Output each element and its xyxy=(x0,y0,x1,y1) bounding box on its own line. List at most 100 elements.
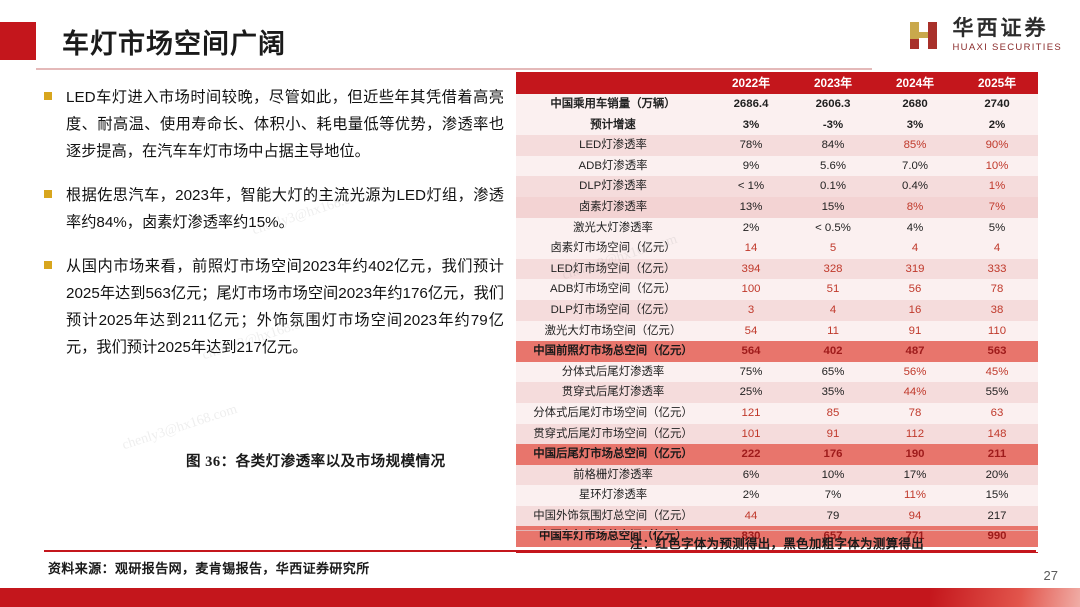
logo-name-en: HUAXI SECURITIES xyxy=(952,41,1062,53)
row-label: 贯穿式后尾灯渗透率 xyxy=(516,382,710,403)
cell-value: 35% xyxy=(792,382,874,403)
cell-value: 6% xyxy=(710,464,792,486)
table-row: 中国后尾灯市场总空间（亿元） 222 176 190 211 xyxy=(516,444,1038,465)
cell-value: 4 xyxy=(874,238,956,259)
cell-value: 56% xyxy=(874,361,956,383)
note-divider-top xyxy=(516,530,1038,531)
table-row: DLP灯市场空间（亿元） 3 4 16 38 xyxy=(516,299,1038,321)
cell-value: 78 xyxy=(874,402,956,424)
cell-value: 65% xyxy=(792,361,874,383)
data-table: 2022年 2023年 2024年 2025年 中国乘用车销量（万辆） 2686.… xyxy=(516,72,1038,548)
cell-value: 394 xyxy=(710,258,792,280)
cell-value: 2% xyxy=(710,217,792,239)
cell-value: 78% xyxy=(710,135,792,156)
square-bullet-icon xyxy=(44,92,52,100)
table-header-row: 2022年 2023年 2024年 2025年 xyxy=(516,72,1038,94)
cell-value: 7.0% xyxy=(874,155,956,177)
cell-value: 85 xyxy=(792,402,874,424)
row-label: 分体式后尾灯市场空间（亿元） xyxy=(516,402,710,424)
table-body: 中国乘用车销量（万辆） 2686.4 2606.3 2680 2740 预计增速 3% -3%… xyxy=(516,94,1038,548)
cell-value: 487 xyxy=(874,341,956,362)
table-row: 贯穿式后尾灯市场空间（亿元） 101 91 112 148 xyxy=(516,423,1038,445)
cell-value: 11 xyxy=(792,320,874,342)
table-row: 星环灯渗透率 2% 7% 11% 15% xyxy=(516,485,1038,506)
cell-value: 211 xyxy=(956,444,1038,465)
cell-value: 771 xyxy=(874,526,956,548)
row-label: DLP灯渗透率 xyxy=(516,176,710,197)
cell-value: 91 xyxy=(874,320,956,342)
bullet-text: LED车灯进入市场时间较晚，尽管如此，但近些年其凭借着高亮度、耐高温、使用寿命长… xyxy=(66,89,504,161)
cell-value: 563 xyxy=(956,341,1038,362)
title-accent-bar xyxy=(0,22,36,60)
cell-value: 78 xyxy=(956,279,1038,300)
cell-value: 7% xyxy=(956,196,1038,218)
cell-value: 0.1% xyxy=(792,176,874,197)
cell-value: 13% xyxy=(710,196,792,218)
cell-value: 101 xyxy=(710,423,792,445)
cell-value: 3% xyxy=(874,114,956,136)
table-row: 中国外饰氛围灯总空间（亿元） 44 79 94 217 xyxy=(516,505,1038,527)
table-row: 激光大灯市场空间（亿元） 54 11 91 110 xyxy=(516,320,1038,342)
cell-value: 15% xyxy=(956,485,1038,506)
table-row: 分体式后尾灯市场空间（亿元） 121 85 78 63 xyxy=(516,402,1038,424)
cell-value: 3 xyxy=(710,299,792,321)
bullet-text: 根据佐思汽车，2023年，智能大灯的主流光源为LED灯组，渗透率约84%，卤素灯… xyxy=(66,187,504,232)
cell-value: 2% xyxy=(956,114,1038,136)
row-label: 中国后尾灯市场总空间（亿元） xyxy=(516,444,710,465)
cell-value: 17% xyxy=(874,464,956,486)
table-row: 前格栅灯渗透率 6% 10% 17% 20% xyxy=(516,464,1038,486)
cell-value: 25% xyxy=(710,382,792,403)
list-item: 根据佐思汽车，2023年，智能大灯的主流光源为LED灯组，渗透率约84%，卤素灯… xyxy=(44,182,504,236)
table-row: 预计增速 3% -3% 3% 2% xyxy=(516,114,1038,136)
col-header-2025: 2025年 xyxy=(956,72,1038,94)
cell-value: 830 xyxy=(710,526,792,548)
table-row: 激光大灯渗透率 2% < 0.5% 4% 5% xyxy=(516,217,1038,239)
col-header-2024: 2024年 xyxy=(874,72,956,94)
list-item: 从国内市场来看，前照灯市场空间2023年约402亿元，我们预计2025年达到56… xyxy=(44,253,504,361)
note-divider-bottom xyxy=(516,552,1038,553)
cell-value: 56 xyxy=(874,279,956,300)
row-label: 贯穿式后尾灯市场空间（亿元） xyxy=(516,423,710,445)
table-row: 卤素灯市场空间（亿元） 14 5 4 4 xyxy=(516,238,1038,259)
table-row: ADB灯渗透率 9% 5.6% 7.0% 10% xyxy=(516,155,1038,177)
table-header: 2022年 2023年 2024年 2025年 xyxy=(516,72,1038,94)
page-title: 车灯市场空间广阔 xyxy=(62,29,286,59)
watermark: chenly3@hx168.com xyxy=(120,401,240,454)
cell-value: 657 xyxy=(792,526,874,548)
bullet-text: 从国内市场来看，前照灯市场空间2023年约402亿元，我们预计2025年达到56… xyxy=(66,258,504,357)
row-label: 激光大灯渗透率 xyxy=(516,217,710,239)
table-row: LED灯市场空间（亿元） 394 328 319 333 xyxy=(516,258,1038,280)
cell-value: 9% xyxy=(710,155,792,177)
cell-value: 7% xyxy=(792,485,874,506)
cell-value: 8% xyxy=(874,196,956,218)
row-label: 中国车灯市场总空间（亿元） xyxy=(516,526,710,548)
cell-value: 91 xyxy=(792,423,874,445)
cell-value: 176 xyxy=(792,444,874,465)
row-label: 激光大灯市场空间（亿元） xyxy=(516,320,710,342)
row-label: LED灯市场空间（亿元） xyxy=(516,258,710,280)
cell-value: 112 xyxy=(874,423,956,445)
cell-value: 2740 xyxy=(956,94,1038,115)
title-divider xyxy=(36,68,872,70)
row-label: 中国外饰氛围灯总空间（亿元） xyxy=(516,505,710,527)
cell-value: 20% xyxy=(956,464,1038,486)
cell-value: 10% xyxy=(792,464,874,486)
col-header-blank xyxy=(516,72,710,94)
logo-wordmark: 华西证券 HUAXI SECURITIES xyxy=(953,18,1062,53)
cell-value: 5 xyxy=(792,238,874,259)
table-row: 中国前照灯市场总空间（亿元） 564 402 487 563 xyxy=(516,341,1038,362)
cell-value: 75% xyxy=(710,361,792,383)
cell-value: 11% xyxy=(874,485,956,506)
table-row: ADB灯市场空间（亿元） 100 51 56 78 xyxy=(516,279,1038,300)
table-note: 注：红色字体为预测得出，黑色加粗字体为测算得出 xyxy=(629,537,925,551)
cell-value: 54 xyxy=(710,320,792,342)
row-label: 预计增速 xyxy=(516,114,710,136)
cell-value: < 0.5% xyxy=(792,217,874,239)
row-label: 星环灯渗透率 xyxy=(516,485,710,506)
cell-value: 44 xyxy=(710,505,792,527)
cell-value: 121 xyxy=(710,402,792,424)
cell-value: 45% xyxy=(956,361,1038,383)
table-row: LED灯渗透率 78% 84% 85% 90% xyxy=(516,135,1038,156)
cell-value: 90% xyxy=(956,135,1038,156)
